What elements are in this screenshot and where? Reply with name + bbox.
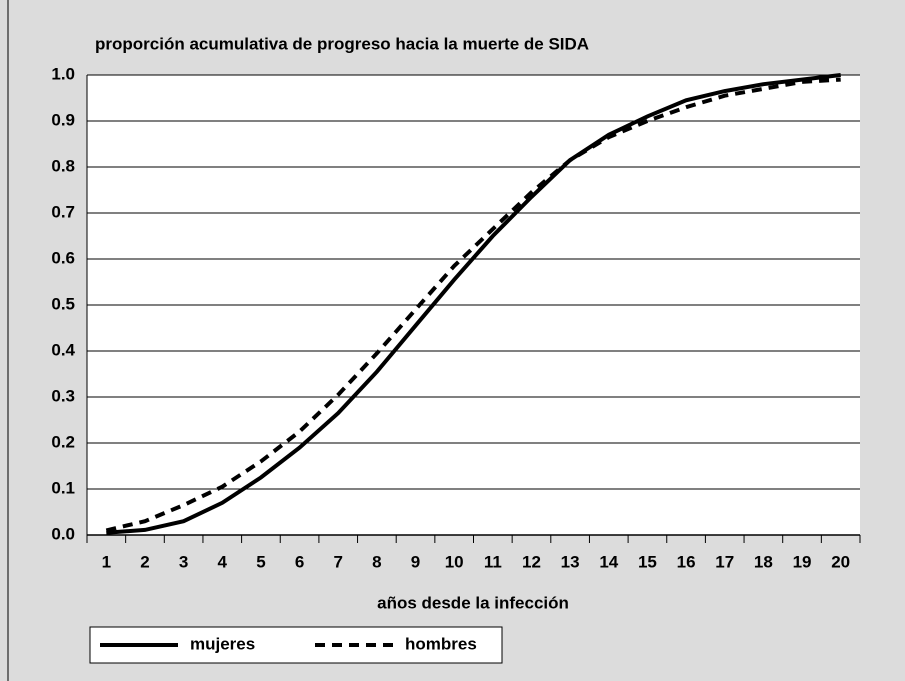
x-tick-label: 13	[561, 552, 580, 571]
x-tick-label: 18	[754, 552, 773, 571]
x-tick-label: 3	[179, 552, 188, 571]
x-tick-label: 4	[218, 552, 228, 571]
x-tick-label: 6	[295, 552, 304, 571]
x-tick-label: 9	[411, 552, 420, 571]
x-tick-label: 10	[445, 552, 464, 571]
x-tick-label: 5	[256, 552, 265, 571]
x-axis-title: años desde la infección	[377, 593, 569, 612]
y-tick-label: 0.6	[51, 248, 75, 267]
y-tick-label: 0.9	[51, 110, 75, 129]
chart-title: proporción acumulativa de progreso hacia…	[95, 34, 589, 53]
series-line	[106, 73, 841, 535]
x-tick-label: 16	[677, 552, 696, 571]
x-tick-label: 11	[484, 552, 502, 571]
y-tick-label: 0.4	[51, 340, 75, 359]
x-tick-label: 8	[372, 552, 381, 571]
y-tick-label: 0.5	[51, 294, 75, 313]
x-tick-label: 14	[599, 552, 618, 571]
x-tick-label: 1	[102, 552, 111, 571]
x-tick-label: 2	[140, 552, 149, 571]
y-tick-label: 0.0	[51, 524, 75, 543]
y-tick-label: 0.8	[51, 156, 75, 175]
x-tick-label: 19	[793, 552, 812, 571]
x-tick-label: 12	[522, 552, 541, 571]
x-tick-label: 20	[831, 552, 850, 571]
legend-label: mujeres	[190, 634, 255, 653]
x-tick-label: 17	[715, 552, 734, 571]
y-tick-label: 0.1	[51, 478, 75, 497]
legend-label: hombres	[405, 634, 477, 653]
y-tick-label: 0.3	[51, 386, 75, 405]
y-tick-label: 0.2	[51, 432, 75, 451]
y-tick-label: 1.0	[51, 64, 75, 83]
x-tick-label: 15	[638, 552, 657, 571]
y-tick-label: 0.7	[51, 202, 75, 221]
x-tick-label: 7	[333, 552, 342, 571]
